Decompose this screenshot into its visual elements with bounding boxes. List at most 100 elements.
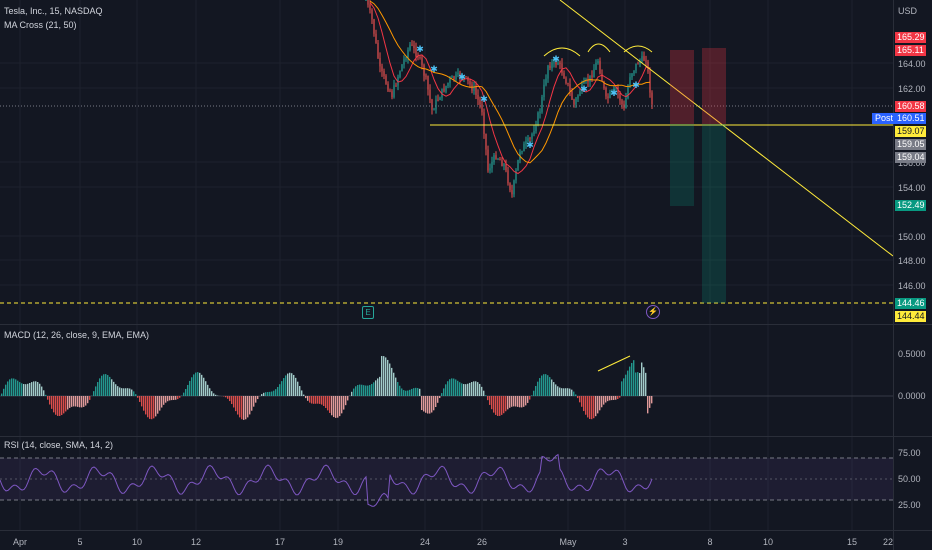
macd-bar [563,388,565,396]
ma-cross-legend[interactable]: MA Cross (21, 50) [4,20,77,30]
macd-bar [231,396,233,405]
pane-separator-macd[interactable] [0,324,932,325]
macd-axis-label: 0.5000 [898,349,926,359]
macd-bar [501,396,503,415]
candle-body [497,158,499,160]
candle-body [537,112,539,126]
macd-bar [355,386,357,396]
macd-bar [47,396,49,400]
macd-bar [275,389,277,396]
macd-bar [417,388,419,396]
price-axis-label: 150.00 [898,232,926,242]
candle-body [431,99,433,110]
macd-bar [565,388,567,396]
macd-bar [311,396,313,404]
macd-bar [463,384,465,396]
time-axis-label: 8 [707,537,713,547]
macd-bar [545,374,547,396]
macd-bar [357,385,359,396]
candle-body [447,82,449,86]
macd-bar [451,378,453,396]
candle-body [597,61,599,63]
macd-bar [437,396,439,403]
price-tag-target: 152.49 [895,200,926,211]
macd-bar [323,396,325,406]
macd-bar [347,396,349,401]
shoulder-arc-right[interactable] [623,45,653,53]
candle-body [579,91,581,96]
macd-bar [495,396,497,415]
macd-bar [163,396,165,405]
candle-body [391,91,393,98]
macd-bar [587,396,589,418]
macd-bar [201,374,203,396]
candle-body [591,75,593,78]
macd-bar [367,385,369,396]
macd-bar [439,396,441,399]
macd-bar [447,381,449,396]
macd-bar [265,392,267,396]
macd-bar [351,391,353,396]
macd-bar [633,360,635,396]
macd-bar [385,357,387,396]
macd-bar [203,377,205,396]
macd-bar [529,396,531,400]
macd-bar [537,381,539,396]
candle-body [509,183,511,191]
macd-bar [253,396,255,407]
macd-bar [139,396,141,402]
macd-bar [95,386,97,396]
shoulder-arc-left[interactable] [543,47,581,57]
rsi-legend[interactable]: RSI (14, close, SMA, 14, 2) [4,440,114,450]
candle-body [507,170,509,184]
candle-body [521,151,523,153]
price-tag-support: 144.44 [895,311,926,322]
macd-bar [267,391,269,396]
macd-bar [145,396,147,415]
short-position-target-zone[interactable] [670,124,694,206]
macd-bar [165,396,167,403]
short-position-stop-zone[interactable] [670,50,694,124]
macd-bar [153,396,155,419]
candle-body [443,88,445,92]
candle-body [637,63,639,65]
macd-bar [179,396,181,398]
macd-bar [643,367,645,396]
macd-bar [567,388,569,396]
macd-bar [459,382,461,396]
price-axis-label: 164.00 [898,59,926,69]
macd-bar [281,381,283,396]
candle-body [389,90,391,92]
earnings-event-icon[interactable]: E [362,306,374,319]
short-position-2-target-zone[interactable] [702,124,726,303]
descending-trendline[interactable] [559,0,894,257]
candle-body [433,109,435,111]
macd-legend[interactable]: MACD (12, 26, close, 9, EMA, EMA) [4,330,150,340]
macd-bar [515,396,517,407]
macd-bar [237,396,239,415]
macd-bar [51,396,53,409]
macd-bar [647,396,649,414]
macd-bar [481,386,483,396]
candle-body [365,0,367,1]
macd-bar [651,396,653,404]
macd-bar [87,396,89,404]
macd-bar [531,395,533,396]
macd-bar [289,372,291,396]
short-position-2-stop-zone[interactable] [702,48,726,124]
symbol-legend[interactable]: Tesla, Inc., 15, NASDAQ [4,6,103,16]
macd-divergence-line[interactable] [597,355,631,372]
price-tag-target-2: 144.46 [895,298,926,309]
candle-body [615,87,617,89]
macd-bar [535,386,537,396]
candle-body [577,95,579,99]
candle-body [439,97,441,101]
candle-body [523,143,525,152]
candle-body [451,76,453,78]
candle-body [527,138,529,142]
macd-bar [637,372,639,396]
pane-separator-rsi[interactable] [0,436,932,437]
head-arc[interactable] [587,43,611,53]
flash-event-icon[interactable]: ⚡ [646,305,660,319]
